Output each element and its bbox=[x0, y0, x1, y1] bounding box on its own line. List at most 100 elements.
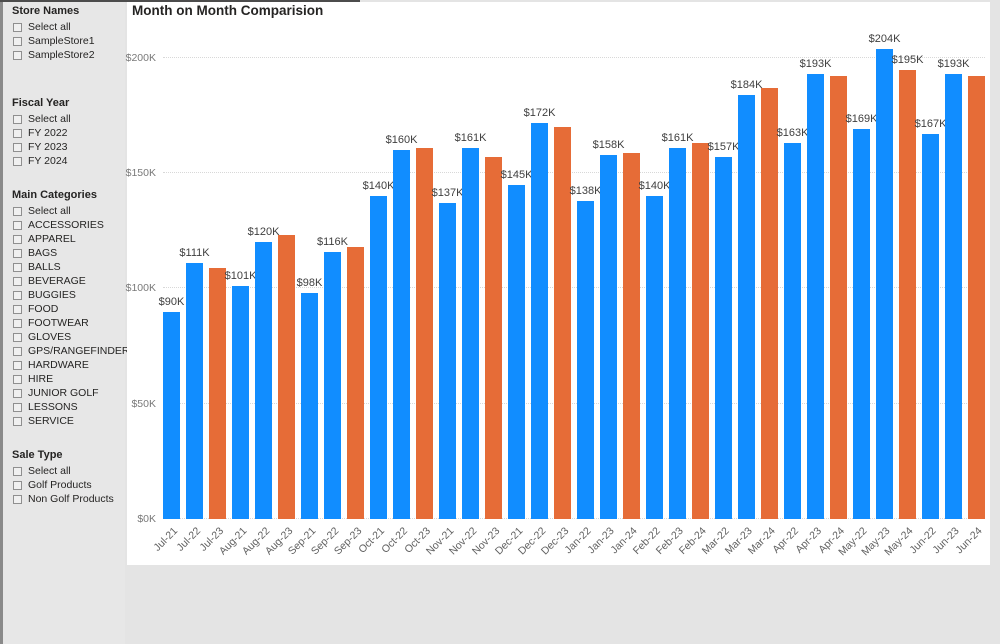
filter-item-accessories[interactable]: ACCESSORIES bbox=[3, 218, 125, 232]
bar-mar-22[interactable] bbox=[715, 157, 732, 519]
filter-item-label: GLOVES bbox=[28, 331, 72, 343]
checkbox-icon[interactable] bbox=[13, 332, 22, 342]
bar-oct-23[interactable] bbox=[416, 148, 433, 519]
checkbox-icon[interactable] bbox=[13, 156, 22, 166]
bar-data-label: $140K bbox=[362, 180, 395, 192]
bar-jul-22[interactable] bbox=[186, 263, 203, 519]
bar-jun-24[interactable] bbox=[968, 76, 985, 519]
bar-apr-24[interactable] bbox=[830, 76, 847, 519]
y-axis-tick-label: $100K bbox=[125, 282, 156, 294]
filter-item-buggies[interactable]: BUGGIES bbox=[3, 288, 125, 302]
bar-sep-22[interactable] bbox=[324, 252, 341, 519]
bar-column-mar-23: $184K Mar-23 bbox=[723, 30, 762, 557]
filter-item-fy-2022[interactable]: FY 2022 bbox=[3, 126, 125, 140]
bar-column-dec-21: $145K Dec-21 bbox=[493, 30, 533, 557]
filter-item-hire[interactable]: HIRE bbox=[3, 372, 125, 386]
filter-item-gloves[interactable]: GLOVES bbox=[3, 330, 125, 344]
filter-item-apparel[interactable]: APPAREL bbox=[3, 232, 125, 246]
bar-jul-21[interactable] bbox=[163, 312, 180, 519]
checkbox-icon[interactable] bbox=[13, 276, 22, 286]
bar-nov-23[interactable] bbox=[485, 157, 502, 519]
bar-oct-22[interactable] bbox=[393, 150, 410, 519]
checkbox-icon[interactable] bbox=[13, 234, 22, 244]
bar-feb-24[interactable] bbox=[692, 143, 709, 519]
bar-jan-22[interactable] bbox=[577, 201, 594, 519]
bar-oct-21[interactable] bbox=[370, 196, 387, 519]
filter-item-select-all[interactable]: Select all bbox=[3, 20, 125, 34]
filter-item-non-golf-products[interactable]: Non Golf Products bbox=[3, 492, 125, 506]
checkbox-icon[interactable] bbox=[13, 50, 22, 60]
bar-apr-22[interactable] bbox=[784, 143, 801, 519]
filter-item-hardware[interactable]: HARDWARE bbox=[3, 358, 125, 372]
bar-aug-21[interactable] bbox=[232, 286, 249, 519]
bar-may-22[interactable] bbox=[853, 129, 870, 519]
checkbox-icon[interactable] bbox=[13, 346, 22, 356]
bar-aug-22[interactable] bbox=[255, 242, 272, 519]
checkbox-icon[interactable] bbox=[13, 128, 22, 138]
filter-item-gps-rangefinders[interactable]: GPS/RANGEFINDERS bbox=[3, 344, 137, 358]
filter-item-golf-products[interactable]: Golf Products bbox=[3, 478, 125, 492]
checkbox-icon[interactable] bbox=[13, 206, 22, 216]
filter-item-footwear[interactable]: FOOTWEAR bbox=[3, 316, 125, 330]
bar-apr-23[interactable] bbox=[807, 74, 824, 519]
bar-jun-23[interactable] bbox=[945, 74, 962, 519]
checkbox-icon[interactable] bbox=[13, 36, 22, 46]
checkbox-icon[interactable] bbox=[13, 262, 22, 272]
filter-item-select-all[interactable]: Select all bbox=[3, 464, 125, 478]
bar-sep-23[interactable] bbox=[347, 247, 364, 519]
bar-jan-24[interactable] bbox=[623, 153, 640, 519]
bar-data-label: $161K bbox=[454, 132, 487, 144]
checkbox-icon[interactable] bbox=[13, 360, 22, 370]
checkbox-icon[interactable] bbox=[13, 416, 22, 426]
bar-may-23[interactable] bbox=[876, 49, 893, 519]
checkbox-icon[interactable] bbox=[13, 22, 22, 32]
checkbox-icon[interactable] bbox=[13, 466, 22, 476]
filter-item-label: Select all bbox=[28, 205, 71, 217]
checkbox-icon[interactable] bbox=[13, 290, 22, 300]
filter-item-beverage[interactable]: BEVERAGE bbox=[3, 274, 125, 288]
bar-jun-22[interactable] bbox=[922, 134, 939, 519]
bar-sep-21[interactable] bbox=[301, 293, 318, 519]
filter-item-fy-2023[interactable]: FY 2023 bbox=[3, 140, 125, 154]
checkbox-icon[interactable] bbox=[13, 142, 22, 152]
bar-nov-22[interactable] bbox=[462, 148, 479, 519]
filter-item-select-all[interactable]: Select all bbox=[3, 112, 125, 126]
filter-item-samplestore2[interactable]: SampleStore2 bbox=[3, 48, 125, 62]
checkbox-icon[interactable] bbox=[13, 114, 22, 124]
checkbox-icon[interactable] bbox=[13, 480, 22, 490]
bar-mar-23[interactable] bbox=[738, 95, 755, 519]
filter-item-label: ACCESSORIES bbox=[28, 219, 104, 231]
filter-item-label: FOOD bbox=[28, 303, 59, 315]
filter-item-samplestore1[interactable]: SampleStore1 bbox=[3, 34, 125, 48]
bar-dec-23[interactable] bbox=[554, 127, 571, 519]
filter-item-select-all[interactable]: Select all bbox=[3, 204, 125, 218]
filter-item-lessons[interactable]: LESSONS bbox=[3, 400, 125, 414]
bar-jan-23[interactable] bbox=[600, 155, 617, 519]
bar-feb-22[interactable] bbox=[646, 196, 663, 519]
bar-mar-24[interactable] bbox=[761, 88, 778, 519]
bar-nov-21[interactable] bbox=[439, 203, 456, 519]
bar-data-label: $195K bbox=[891, 54, 924, 66]
filter-item-service[interactable]: SERVICE bbox=[3, 414, 125, 428]
checkbox-icon[interactable] bbox=[13, 248, 22, 258]
filter-item-bags[interactable]: BAGS bbox=[3, 246, 125, 260]
filter-item-balls[interactable]: BALLS bbox=[3, 260, 125, 274]
checkbox-icon[interactable] bbox=[13, 402, 22, 412]
checkbox-icon[interactable] bbox=[13, 388, 22, 398]
bar-jul-23[interactable] bbox=[209, 268, 226, 519]
checkbox-icon[interactable] bbox=[13, 494, 22, 504]
filter-item-food[interactable]: FOOD bbox=[3, 302, 125, 316]
filter-item-junior-golf[interactable]: JUNIOR GOLF bbox=[3, 386, 125, 400]
bar-feb-23[interactable] bbox=[669, 148, 686, 519]
bar-dec-21[interactable] bbox=[508, 185, 525, 519]
checkbox-icon[interactable] bbox=[13, 374, 22, 384]
checkbox-icon[interactable] bbox=[13, 220, 22, 230]
filter-item-label: BUGGIES bbox=[28, 289, 76, 301]
checkbox-icon[interactable] bbox=[13, 304, 22, 314]
filter-item-fy-2024[interactable]: FY 2024 bbox=[3, 154, 125, 168]
bar-may-24[interactable] bbox=[899, 70, 916, 519]
checkbox-icon[interactable] bbox=[13, 318, 22, 328]
x-axis-label-jul-22: Jul-22 bbox=[174, 525, 203, 554]
bar-aug-23[interactable] bbox=[278, 235, 295, 519]
bar-dec-22[interactable] bbox=[531, 123, 548, 519]
